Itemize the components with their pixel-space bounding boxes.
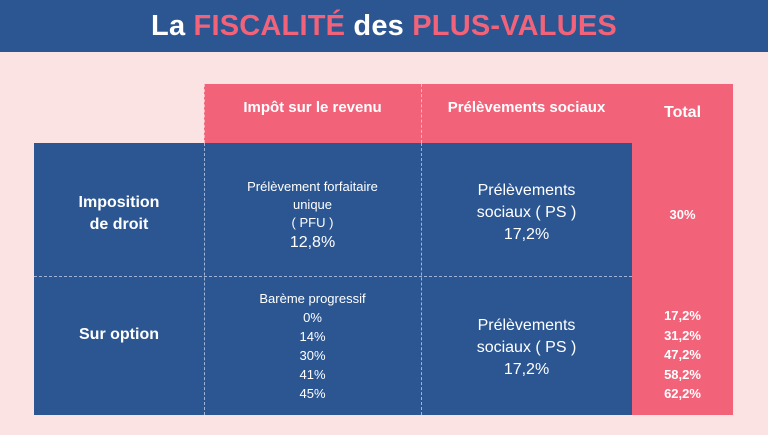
pfu-rate: 12,8%: [289, 234, 336, 251]
bareme-title: Barème progressif: [259, 291, 366, 306]
row-label-sur-option: Sur option: [79, 326, 159, 343]
ps-option-line-2: sociaux ( PS ): [476, 339, 577, 356]
total-droit: 30%: [669, 207, 696, 222]
title-part-4: PLUS-VALUES: [412, 9, 617, 42]
ps-option-rate: 17,2%: [503, 361, 550, 378]
title-part-2: FISCALITÉ: [193, 9, 346, 42]
column-divider-1: [204, 143, 205, 415]
title-part-1: La: [151, 9, 194, 42]
header-prelevements: Prélèvements sociaux: [447, 99, 606, 116]
total-option-5: 62,2%: [664, 386, 701, 401]
bareme-rate-4: 41%: [299, 367, 326, 382]
bareme-rate-2: 14%: [299, 329, 326, 344]
column-divider-2: [421, 143, 422, 415]
pfu-line-3: ( PFU ): [291, 215, 334, 230]
total-option-2: 31,2%: [664, 327, 701, 343]
title-part-3: des: [345, 9, 413, 42]
total-option-1: 17,2%: [664, 308, 701, 323]
bareme-rate-5: 45%: [299, 386, 326, 401]
ps-droit-rate: 17,2%: [503, 226, 550, 243]
row-divider: [34, 276, 632, 277]
total-option-4: 58,2%: [664, 366, 701, 382]
row-label-line-1: Imposition: [78, 194, 160, 211]
bareme-rate-3: 30%: [299, 348, 326, 363]
cell-pfu: Prélèvement forfaitaire unique ( PFU ) 1…: [204, 178, 421, 254]
title-banner: La FISCALITÉ des PLUS-VALUES: [0, 0, 768, 52]
header-impot: Impôt sur le revenu: [243, 99, 382, 116]
total-option: 17,2% 31,2% 47,2% 58,2% 62,2%: [632, 306, 733, 404]
pfu-line-1: Prélèvement forfaitaire: [247, 179, 378, 194]
header-divider-1: [204, 84, 205, 143]
row-label-line-2: de droit: [89, 216, 149, 233]
header-divider-2: [421, 84, 422, 143]
cell-ps-droit: Prélèvements sociaux ( PS ) 17,2%: [421, 180, 632, 246]
table-body: [34, 143, 632, 415]
pfu-line-2: unique: [292, 197, 333, 212]
bareme-rate-1: 0%: [303, 310, 322, 325]
ps-droit-line-1: Prélèvements: [477, 182, 576, 199]
header-band: [204, 84, 633, 143]
ps-option-line-1: Prélèvements: [477, 317, 576, 334]
header-total: Total: [663, 104, 702, 121]
total-column: [632, 84, 733, 415]
row-label-imposition-de-droit: Imposition de droit: [34, 192, 204, 236]
cell-bareme: Barème progressif 0% 14% 30% 41% 45%: [204, 289, 421, 403]
total-option-3: 47,2%: [664, 347, 701, 362]
cell-ps-option: Prélèvements sociaux ( PS ) 17,2%: [421, 315, 632, 381]
ps-droit-line-2: sociaux ( PS ): [476, 204, 577, 221]
